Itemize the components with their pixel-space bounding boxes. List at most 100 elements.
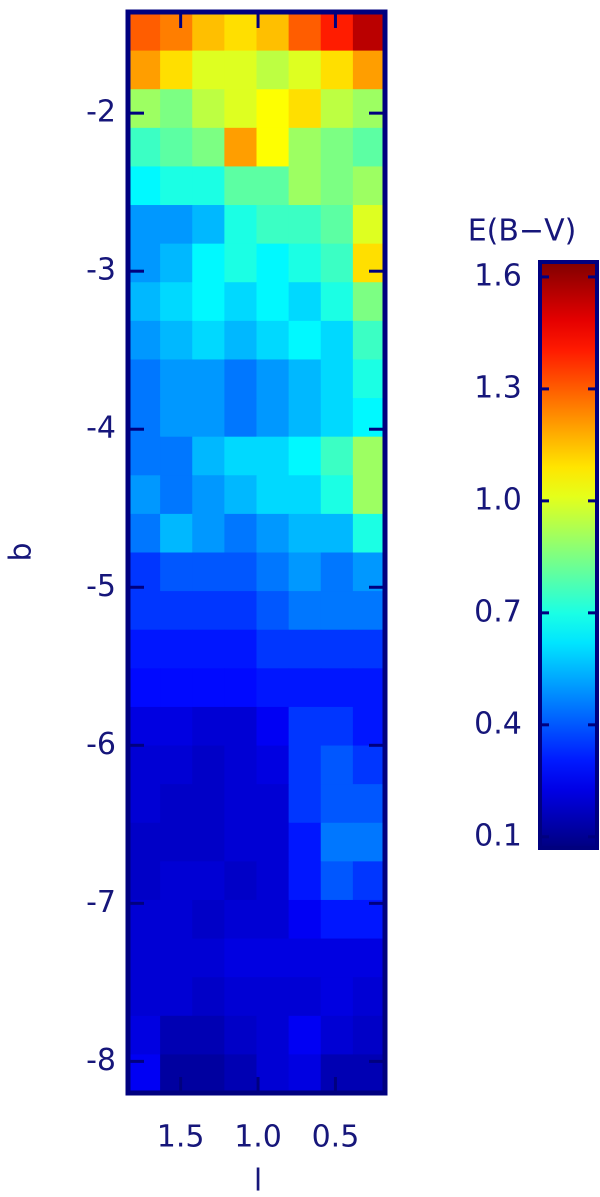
cell [160, 89, 193, 129]
cell [352, 706, 386, 747]
cell [192, 127, 225, 167]
cell [256, 668, 290, 708]
colorbar [538, 260, 599, 850]
cell [160, 1054, 193, 1094]
cell [192, 1054, 225, 1094]
cell [192, 359, 225, 399]
cell [352, 745, 386, 785]
cell [320, 706, 354, 747]
cell [160, 861, 193, 901]
cell [224, 552, 257, 592]
cell [320, 89, 354, 129]
cell [192, 629, 225, 669]
cell [192, 822, 225, 862]
cell [288, 745, 322, 785]
cell [352, 784, 386, 824]
cell [320, 12, 354, 52]
cell [352, 89, 386, 129]
cell [160, 552, 193, 592]
cell [352, 591, 386, 631]
cell [256, 938, 290, 978]
cell [288, 89, 322, 129]
cell [288, 1054, 322, 1094]
cell [288, 977, 322, 1017]
cell [160, 784, 193, 824]
y-tick-label: -8 [86, 1043, 116, 1078]
cell [320, 166, 354, 206]
cell [128, 938, 161, 978]
cell [256, 243, 290, 283]
cell [224, 475, 257, 515]
cell [192, 282, 225, 322]
cell [320, 591, 354, 631]
cell [320, 938, 354, 978]
cell [192, 436, 225, 476]
cell [352, 127, 386, 167]
cell [288, 127, 322, 167]
cell [352, 938, 386, 978]
cell [256, 1015, 290, 1055]
cell [224, 359, 257, 399]
cell [256, 552, 290, 592]
cell [320, 282, 354, 322]
cell [128, 398, 161, 438]
colorbar-tick-label: 0.7 [474, 594, 522, 629]
cell [256, 359, 290, 399]
cell [320, 745, 354, 785]
cell [192, 861, 225, 901]
colorbar-tick-label: 0.4 [474, 706, 522, 741]
y-tick-label: -6 [86, 727, 116, 762]
cell [160, 320, 193, 360]
cell [160, 50, 193, 90]
cell [352, 513, 386, 553]
cell [224, 89, 257, 129]
cell [256, 977, 290, 1017]
cell [160, 436, 193, 476]
cell [224, 12, 257, 52]
cell [352, 50, 386, 90]
cell [224, 899, 257, 940]
cell [288, 784, 322, 824]
cell [256, 398, 290, 438]
cell [192, 243, 225, 283]
cell [160, 899, 193, 940]
y-axis-label: b [4, 542, 39, 561]
cell [352, 822, 386, 862]
cell [192, 205, 225, 245]
cell [160, 12, 193, 52]
cell [352, 899, 386, 940]
x-axis-label: l [254, 1164, 262, 1197]
cell [320, 359, 354, 399]
cell [352, 977, 386, 1017]
cell [320, 1015, 354, 1055]
colorbar-tick-label: 1.6 [474, 258, 522, 293]
cell [352, 12, 386, 52]
cell [256, 1054, 290, 1094]
cell [128, 1015, 161, 1055]
cell [128, 745, 161, 785]
y-tick-label: -7 [86, 885, 116, 920]
cell [192, 591, 225, 631]
cell [288, 822, 322, 862]
cell [320, 205, 354, 245]
cell [224, 243, 257, 283]
colorbar-tick-label: 1.3 [474, 370, 522, 405]
cell [256, 513, 290, 553]
cell [192, 166, 225, 206]
cell [288, 205, 322, 245]
cell [192, 977, 225, 1017]
cell [160, 475, 193, 515]
cell [128, 513, 161, 553]
cell [320, 1054, 354, 1094]
y-tick-label: -4 [86, 411, 116, 446]
cell [160, 629, 193, 669]
cell [192, 398, 225, 438]
cell [256, 591, 290, 631]
cell [160, 398, 193, 438]
cell [288, 398, 322, 438]
plot-frame [125, 9, 388, 1096]
cell [352, 205, 386, 245]
cell [352, 166, 386, 206]
cell [320, 320, 354, 360]
cell [224, 706, 257, 747]
